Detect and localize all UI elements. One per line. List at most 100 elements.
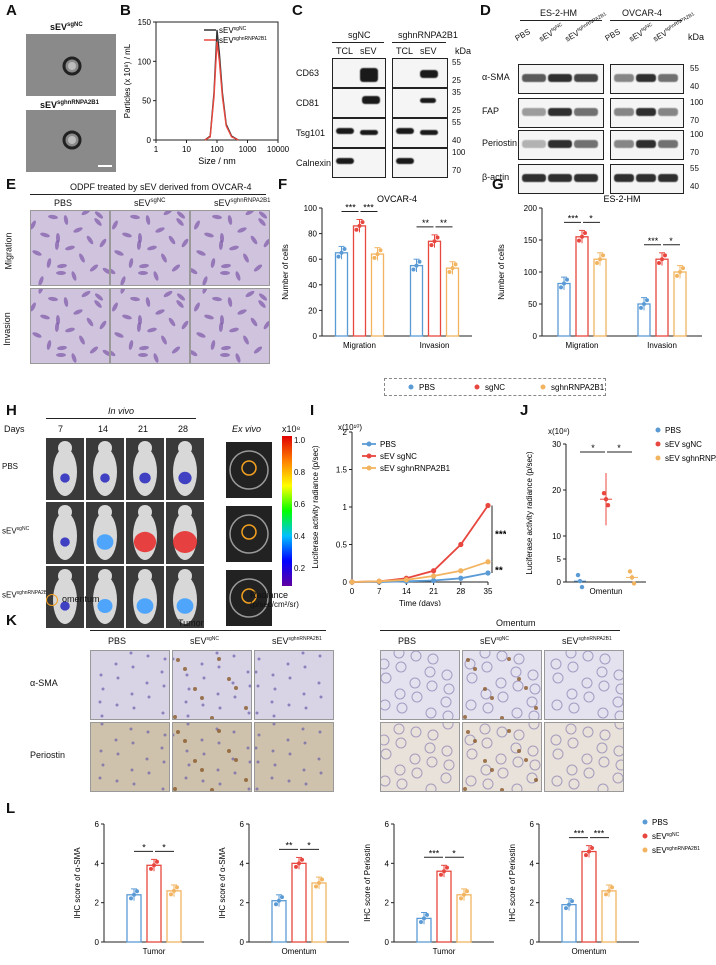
tissue-cell bbox=[426, 680, 438, 692]
tissue-cell bbox=[424, 742, 436, 754]
panel-label-h: H bbox=[6, 402, 17, 419]
tissue-cell bbox=[597, 783, 609, 791]
tissue-cell bbox=[441, 745, 453, 757]
wb-c-lane-sev-2: sEV bbox=[420, 46, 437, 56]
tissue-cell bbox=[132, 782, 136, 786]
ihc-score-asma-tumor: 0 2 4 6 IHC score of α-SMA Tumor * * bbox=[73, 820, 204, 956]
y-tick-label: 1 bbox=[343, 503, 348, 512]
signal-blob bbox=[178, 471, 192, 485]
panel-label-e: E bbox=[6, 176, 17, 193]
y-tick-label: 30 bbox=[552, 440, 561, 449]
wb-c-lane-sev-1: sEV bbox=[360, 46, 377, 56]
cell bbox=[263, 238, 269, 248]
data-point bbox=[605, 503, 611, 508]
wb-c-band bbox=[336, 128, 354, 134]
wb-d-band bbox=[614, 74, 634, 82]
ex-vivo-image bbox=[226, 442, 272, 498]
signal-blob bbox=[176, 598, 194, 614]
cell bbox=[40, 232, 50, 238]
cell bbox=[63, 297, 69, 307]
cell bbox=[221, 345, 231, 351]
data-point bbox=[339, 250, 344, 255]
x-tick-label: 0 bbox=[350, 587, 355, 596]
bar bbox=[311, 882, 327, 943]
bar-chart-es2hm: 0 50 100 150 200 ES-2-HM Number of cells Migrat… bbox=[497, 194, 702, 350]
legend-label: sghnRNPA2B1 bbox=[551, 383, 605, 392]
ihc-image bbox=[172, 722, 252, 792]
data-point bbox=[360, 220, 365, 225]
bar bbox=[593, 258, 607, 337]
cell bbox=[155, 309, 165, 315]
cell bbox=[99, 238, 107, 248]
cell bbox=[130, 296, 140, 302]
wb-c-band bbox=[420, 130, 438, 135]
x-tick-label: 21 bbox=[429, 587, 438, 596]
wb-d-lane-label: PBS bbox=[603, 27, 622, 43]
sig-label: *** bbox=[495, 529, 506, 540]
y-tick-label: 0 bbox=[313, 332, 318, 341]
legend-sup: sgNC bbox=[667, 832, 680, 838]
mouse-head bbox=[138, 441, 152, 455]
tissue-cell bbox=[465, 699, 477, 711]
cell bbox=[139, 263, 149, 269]
tissue-cell bbox=[201, 703, 205, 707]
ihc-tumor-line bbox=[90, 630, 326, 631]
y-axis-label: IHC score of Periostin bbox=[363, 844, 372, 922]
tissue-cell bbox=[100, 714, 104, 718]
data-point bbox=[354, 227, 359, 232]
micrograph bbox=[110, 210, 190, 286]
tissue-cell bbox=[495, 677, 507, 689]
tissue-cell bbox=[597, 707, 609, 719]
tissue-cell bbox=[582, 726, 594, 738]
days-label: Days bbox=[4, 424, 25, 434]
wb-d-band bbox=[636, 108, 656, 116]
series-point bbox=[431, 573, 437, 579]
positive-stain bbox=[173, 787, 177, 791]
legend-marker bbox=[474, 384, 480, 390]
data-point bbox=[601, 253, 605, 258]
legend-sup: sghnRNPA2B1 bbox=[234, 36, 267, 42]
positive-stain bbox=[483, 759, 487, 763]
tissue-cell bbox=[160, 670, 164, 674]
ihc-col-label: sEVsghnRNPA2B1 bbox=[272, 636, 322, 646]
cell bbox=[191, 349, 198, 357]
tissue-cell bbox=[302, 768, 306, 772]
cell bbox=[102, 267, 109, 275]
tissue-cell bbox=[409, 753, 421, 765]
data-point bbox=[297, 861, 301, 866]
y-tick-label: 100 bbox=[524, 268, 538, 277]
y-tick-label: 4 bbox=[240, 859, 245, 868]
tissue-cell bbox=[583, 767, 595, 779]
tissue-cell bbox=[381, 748, 392, 760]
nta-chart: 0 50 100 150 1 10 100 1000 10000 Size / nm Particl… bbox=[123, 18, 290, 166]
wb-d-band bbox=[548, 140, 572, 148]
cell bbox=[81, 211, 91, 216]
legend-marker bbox=[655, 455, 661, 461]
wb-d-lane-sup: sghnRNPA2B1 bbox=[575, 11, 608, 34]
tissue-cell bbox=[381, 672, 392, 684]
x-tick-label: 14 bbox=[402, 587, 411, 596]
legend-marker bbox=[366, 465, 372, 471]
ex-vivo-label: Ex vivo bbox=[232, 424, 262, 434]
cell bbox=[114, 250, 124, 256]
legend-label: sEV sgNC bbox=[665, 440, 702, 449]
wb-d-band bbox=[614, 108, 634, 116]
wb-d-band bbox=[658, 74, 678, 82]
ihc-score-periostin-omentum: 0 2 4 6 IHC score of Periostin Omentum *** *** bbox=[508, 820, 639, 956]
data-point bbox=[570, 899, 574, 904]
cell bbox=[40, 314, 50, 320]
tissue-cell bbox=[566, 688, 578, 700]
data-point bbox=[419, 919, 423, 924]
y-tick-label: 6 bbox=[95, 820, 100, 829]
ivis-image bbox=[46, 438, 84, 500]
tissue-cell bbox=[567, 661, 579, 673]
tissue-cell bbox=[304, 782, 308, 786]
positive-stain bbox=[534, 706, 538, 710]
cell bbox=[220, 271, 230, 275]
tissue-cell bbox=[409, 677, 421, 689]
tissue-cell bbox=[568, 702, 580, 714]
tissue-cell bbox=[497, 767, 509, 779]
wb-d-band bbox=[548, 108, 572, 116]
panel-label-b: B bbox=[120, 2, 131, 19]
wb-c-blot-left bbox=[332, 88, 386, 118]
